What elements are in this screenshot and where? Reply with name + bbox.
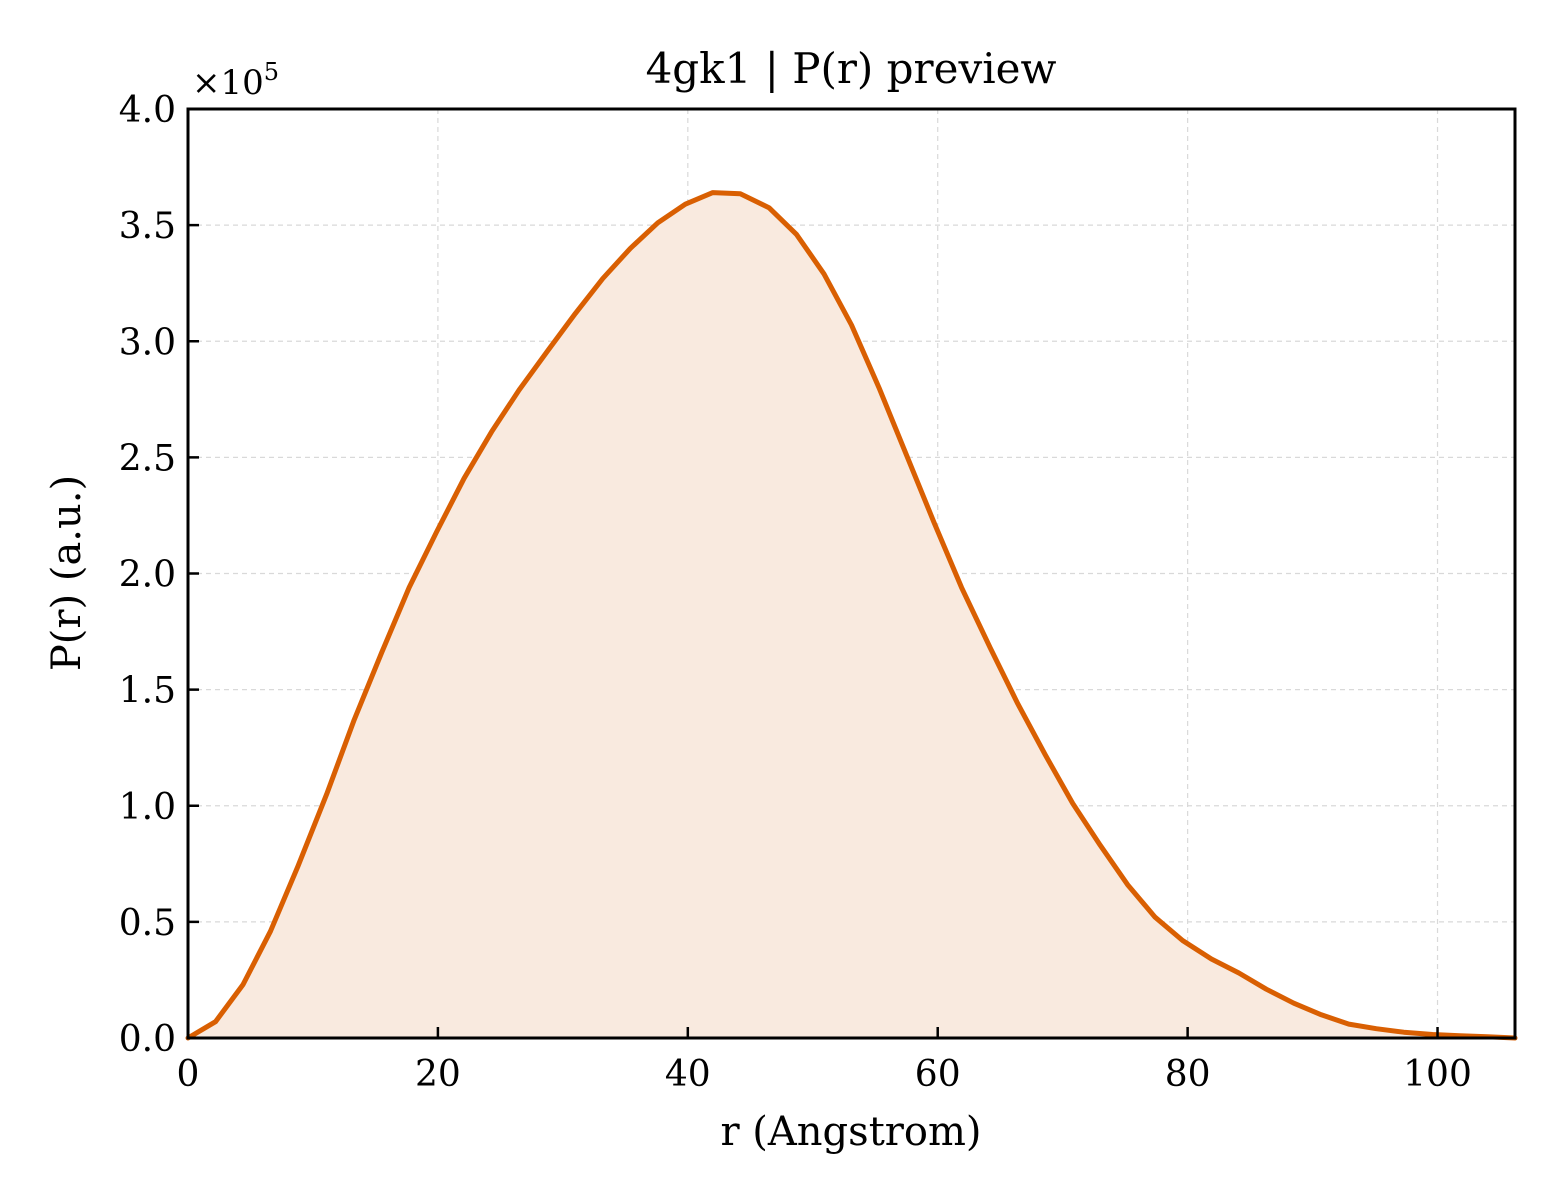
chart-title: 4gk1 | P(r) preview bbox=[646, 44, 1057, 93]
x-tick-label: 0 bbox=[177, 1054, 200, 1095]
x-tick-label: 100 bbox=[1403, 1054, 1472, 1095]
x-axis-label: r (Angstrom) bbox=[720, 1109, 981, 1155]
y-tick-label: 2.5 bbox=[119, 438, 176, 479]
y-tick-label: 3.5 bbox=[119, 206, 176, 247]
y-scale-label: ×105 bbox=[192, 58, 279, 103]
y-tick-label: 3.0 bbox=[119, 322, 176, 363]
x-tick-label: 80 bbox=[1165, 1054, 1211, 1095]
x-tick-label: 20 bbox=[415, 1054, 461, 1095]
x-tick-label: 40 bbox=[665, 1054, 711, 1095]
series-line bbox=[185, 190, 1518, 1041]
y-tick-label: 0.0 bbox=[119, 1019, 176, 1060]
y-scale-prefix: ×10 bbox=[192, 63, 264, 103]
x-tick-label: 60 bbox=[915, 1054, 961, 1095]
area-fill bbox=[188, 192, 1515, 1039]
y-scale-exponent: 5 bbox=[264, 58, 279, 86]
y-tick-label: 4.0 bbox=[119, 90, 176, 131]
y-tick-label: 0.5 bbox=[119, 903, 176, 944]
y-tick-label: 1.0 bbox=[119, 787, 176, 828]
ticks: 0 20 40 60 80 100 0.0 0.5 1.0 1.5 2.0 2.5 3.0 3.5 4.0 bbox=[119, 90, 1472, 1095]
y-tick-label: 2.0 bbox=[119, 555, 176, 596]
y-axis-label: P(r) (a.u.) bbox=[44, 475, 90, 671]
y-tick-label: 1.5 bbox=[119, 671, 176, 712]
